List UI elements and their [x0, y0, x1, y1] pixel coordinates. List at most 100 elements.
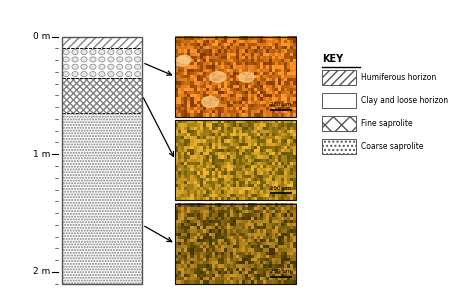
Bar — [197, 210, 200, 213]
Bar — [284, 62, 288, 65]
Bar — [197, 242, 200, 245]
Bar — [236, 258, 239, 261]
Bar — [257, 261, 260, 264]
Bar — [211, 174, 215, 178]
Bar — [224, 65, 227, 69]
Ellipse shape — [81, 72, 87, 77]
Bar — [290, 136, 294, 139]
Bar — [266, 239, 270, 242]
Bar — [251, 39, 255, 43]
Bar — [233, 36, 237, 40]
Bar — [193, 274, 197, 277]
Bar — [191, 68, 194, 72]
Bar — [182, 142, 185, 146]
Bar — [260, 255, 264, 258]
Bar — [254, 187, 257, 191]
Bar — [206, 206, 209, 210]
Bar — [260, 158, 264, 162]
Bar — [211, 46, 215, 49]
Bar — [211, 39, 215, 43]
Bar — [248, 36, 251, 40]
Bar — [230, 210, 233, 213]
Bar — [293, 84, 297, 88]
Bar — [209, 103, 212, 107]
Bar — [224, 56, 227, 59]
Bar — [236, 239, 239, 242]
Bar — [184, 91, 188, 94]
Bar — [242, 97, 246, 101]
Bar — [248, 242, 251, 245]
Bar — [215, 71, 218, 75]
Bar — [209, 184, 212, 187]
Bar — [269, 59, 273, 62]
Bar — [200, 71, 203, 75]
Bar — [272, 149, 275, 152]
Bar — [281, 142, 284, 146]
Bar — [230, 62, 233, 65]
Bar — [251, 193, 255, 197]
Bar — [281, 68, 284, 72]
Bar — [245, 178, 248, 181]
Bar — [275, 155, 279, 159]
Bar — [182, 81, 185, 84]
Bar — [245, 52, 248, 56]
Bar — [269, 62, 273, 65]
Bar — [272, 91, 275, 94]
Bar — [281, 251, 284, 255]
Bar — [257, 178, 260, 181]
Bar — [236, 110, 239, 113]
Bar — [227, 136, 230, 139]
Bar — [242, 46, 246, 49]
Bar — [239, 165, 242, 168]
Bar — [293, 81, 297, 84]
Bar — [224, 126, 227, 130]
Bar — [248, 210, 251, 213]
Bar — [281, 178, 284, 181]
Bar — [242, 277, 246, 281]
Bar — [197, 94, 200, 97]
Bar — [175, 126, 179, 130]
Bar — [272, 242, 275, 245]
Bar — [251, 165, 255, 168]
Bar — [290, 232, 294, 236]
Bar — [230, 274, 233, 277]
Bar — [266, 193, 270, 197]
Bar — [239, 216, 242, 220]
Bar — [284, 258, 288, 261]
Bar — [266, 52, 270, 56]
Bar — [218, 94, 221, 97]
Bar — [227, 75, 230, 78]
Bar — [188, 88, 191, 91]
Bar — [290, 181, 294, 184]
Bar — [218, 43, 221, 46]
Bar — [275, 206, 279, 210]
Bar — [266, 133, 270, 136]
Bar — [257, 56, 260, 59]
Bar — [266, 235, 270, 239]
Bar — [260, 239, 264, 242]
Bar — [269, 68, 273, 72]
Bar — [260, 161, 264, 165]
Bar — [230, 161, 233, 165]
Bar — [188, 81, 191, 84]
Bar — [184, 43, 188, 46]
Ellipse shape — [135, 72, 141, 77]
Bar — [263, 43, 266, 46]
Bar — [257, 161, 260, 165]
Bar — [269, 65, 273, 69]
Bar — [188, 197, 191, 200]
Bar — [182, 149, 185, 152]
Bar — [202, 226, 206, 229]
Bar — [272, 43, 275, 46]
Bar — [233, 216, 237, 220]
Bar — [184, 161, 188, 165]
Bar — [236, 245, 239, 249]
Bar — [193, 110, 197, 113]
Bar — [254, 158, 257, 162]
Bar — [221, 223, 224, 226]
Bar — [281, 155, 284, 159]
Bar — [224, 81, 227, 84]
Bar — [191, 181, 194, 184]
Bar — [218, 103, 221, 107]
Bar — [188, 267, 191, 271]
